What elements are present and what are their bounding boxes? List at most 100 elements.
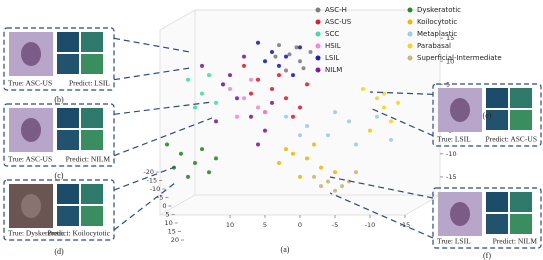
leader-line [329, 192, 434, 239]
heatmap [510, 192, 532, 212]
point [298, 59, 302, 64]
panel-true: True: Dyskeratotic [8, 229, 65, 238]
heatmap [81, 184, 103, 204]
point [249, 91, 253, 96]
legend-label: ASC-US [325, 18, 352, 26]
legend-marker [407, 7, 413, 13]
z-tick-label: 0 [162, 202, 166, 210]
point [291, 114, 295, 119]
point [242, 96, 246, 101]
point [270, 100, 274, 105]
point [294, 45, 299, 50]
legend-marker [315, 31, 321, 37]
point [291, 151, 295, 156]
point [228, 87, 232, 91]
x-tick-label: 10 [226, 221, 234, 229]
panel-frame [432, 83, 542, 147]
x-tick-label: -5 [332, 221, 338, 229]
point [270, 50, 274, 54]
panel-label: (f) [483, 251, 491, 260]
y-tick-label: -10 [446, 150, 457, 158]
point [305, 82, 309, 87]
point [200, 147, 204, 152]
z-tick-label: -10 [150, 185, 161, 193]
point [284, 114, 288, 119]
panel-predict: Predict: NILM [493, 237, 538, 246]
point [305, 124, 309, 128]
point [277, 73, 281, 78]
point [287, 52, 292, 57]
leader-line [113, 101, 213, 115]
panel-predict: Predict: ASC-US [486, 135, 537, 144]
leader-line [113, 67, 191, 81]
point [256, 40, 260, 45]
point [291, 73, 295, 78]
panel-label: (b) [54, 95, 64, 104]
point [284, 68, 288, 73]
panel-predict: Predict: LSIL [69, 79, 110, 88]
point [186, 77, 190, 82]
point [312, 142, 316, 147]
heatmap [81, 130, 103, 150]
point [214, 119, 218, 124]
point [319, 165, 323, 170]
legend-marker [315, 7, 321, 13]
panel-true: True: ASC-US [8, 155, 52, 164]
point [273, 54, 278, 59]
point [256, 105, 260, 110]
point [270, 87, 274, 91]
point [284, 54, 288, 59]
legend-marker [407, 19, 413, 25]
heatmap [81, 206, 103, 226]
point [305, 156, 309, 161]
panel-predict: Predict: NILM [66, 155, 111, 164]
point [396, 100, 400, 105]
y-tick-label: 15 [446, 34, 454, 42]
legend-label: ASC-H [325, 6, 347, 14]
heatmap [57, 206, 79, 226]
panel-label: (e) [483, 111, 492, 120]
point [284, 96, 288, 101]
point [326, 179, 330, 184]
point [354, 170, 358, 175]
heatmap [57, 54, 79, 74]
point [340, 184, 344, 189]
point [301, 66, 306, 71]
point [298, 105, 302, 110]
heatmap [57, 32, 79, 52]
z-tick-label: 20 [171, 236, 179, 244]
point [200, 91, 204, 96]
point [319, 184, 323, 189]
point [333, 110, 337, 115]
leader-line [113, 166, 176, 191]
panel-true: True: LSIL [437, 135, 471, 144]
z-tick-label: -20 [143, 168, 154, 176]
heatmap [57, 184, 79, 204]
x-tick-label: 5 [263, 221, 267, 229]
heatmap [57, 130, 79, 150]
legend-label: NILM [325, 66, 342, 74]
y-tick-label: -15 [446, 173, 457, 181]
panel-true: True: LSIL [437, 237, 471, 246]
axis-caption: (a) [281, 245, 290, 254]
legend-marker [315, 19, 321, 25]
point [382, 105, 386, 110]
point [214, 156, 218, 161]
leader-line [369, 107, 434, 137]
point [235, 96, 239, 101]
point [277, 161, 281, 165]
point [389, 119, 393, 124]
legend-marker [315, 67, 321, 73]
legend-marker [315, 43, 321, 49]
legend-marker [407, 43, 413, 49]
panel-frame [3, 27, 115, 91]
point [368, 128, 372, 133]
point [298, 45, 302, 50]
leader-line [113, 182, 176, 231]
point [312, 174, 316, 179]
point [284, 147, 288, 152]
point [235, 114, 239, 119]
cell-nucleus [450, 98, 470, 122]
z-tick-label: -15 [147, 177, 158, 185]
point [179, 151, 183, 156]
